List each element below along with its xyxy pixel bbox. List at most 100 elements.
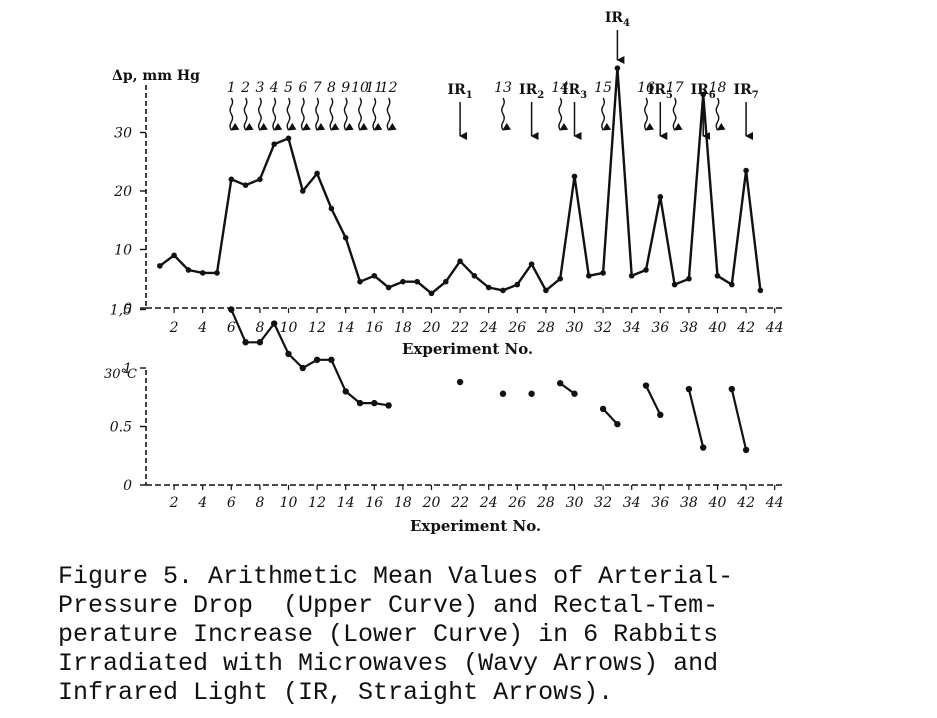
- microwave-arrow-label: 13: [494, 80, 512, 96]
- upper-x-tick-label: 2: [169, 320, 179, 336]
- lower-data-point: [313, 356, 321, 364]
- upper-data-point: [485, 284, 492, 291]
- microwave-arrow-label: 4: [269, 80, 279, 96]
- upper-data-point: [300, 188, 306, 194]
- lower-x-tick-label: 36: [651, 495, 669, 511]
- lower-data-point: [557, 380, 564, 387]
- infrared-arrow-label: IR7: [734, 82, 759, 101]
- microwave-arrow-label: 12: [380, 80, 398, 96]
- upper-data-point: [328, 205, 335, 212]
- upper-data-point: [543, 287, 549, 294]
- infrared-arrow-label: IR2: [519, 82, 544, 101]
- upper-data-point: [157, 263, 163, 269]
- microwave-arrow-label: 8: [327, 80, 336, 96]
- lower-y-tick-label: 0.5: [110, 420, 132, 436]
- lower-x-tick-label: 16: [365, 495, 383, 511]
- upper-y-tick-label: 20: [113, 184, 132, 200]
- lower-data-point: [242, 339, 249, 346]
- lower-data-point: [385, 402, 392, 409]
- lower-data-point: [528, 390, 535, 397]
- microwave-arrow: [257, 97, 268, 131]
- lower-series-segment: [687, 388, 705, 448]
- upper-data-point: [242, 182, 249, 188]
- microwave-arrow: [272, 97, 283, 131]
- upper-x-tick-label: 36: [651, 320, 669, 336]
- upper-data-point: [357, 278, 363, 285]
- microwave-arrow-label: 9: [341, 80, 350, 96]
- upper-data-point: [700, 91, 706, 98]
- upper-x-tick-label: 10: [280, 320, 298, 336]
- lower-series-segment: [730, 388, 748, 451]
- upper-data-point: [457, 258, 463, 265]
- lower-data-point: [599, 405, 607, 413]
- lower-x-tick-label: 20: [422, 495, 441, 511]
- upper-x-tick-label: 14: [337, 320, 355, 336]
- microwave-arrow: [672, 97, 683, 131]
- upper-data-point: [671, 281, 678, 288]
- lower-x-tick-label: 24: [479, 495, 498, 511]
- upper-y-label: Δp, mm Hg: [112, 68, 200, 84]
- upper-data-point: [657, 194, 664, 200]
- lower-data-point: [271, 320, 278, 327]
- microwave-arrow: [329, 97, 340, 131]
- upper-data-point: [428, 290, 435, 297]
- microwave-arrow-label: 15: [594, 80, 612, 96]
- microwave-arrow: [372, 97, 383, 131]
- upper-data-point: [314, 170, 320, 177]
- upper-x-tick-label: 26: [507, 320, 526, 336]
- upper-x-tick-label: 42: [736, 320, 755, 336]
- lower-x-tick-label: 26: [507, 495, 526, 511]
- microwave-arrow-label: 11: [365, 80, 383, 96]
- lower-x-tick-label: 4: [197, 495, 207, 511]
- upper-x-tick-label: 6: [227, 320, 236, 336]
- upper-data-point: [500, 287, 506, 294]
- lower-data-point: [499, 390, 507, 397]
- upper-x-ticks: 2 4 6 8 10 12 14 16 18 20 22 24 26 28 30 32 34 36 38 40 42 44: [169, 308, 784, 336]
- lower-x-tick-label: 12: [308, 495, 326, 511]
- lower-y-top-label: 30°C: [104, 367, 137, 382]
- upper-data-point: [528, 261, 535, 267]
- upper-data-point: [400, 278, 406, 285]
- upper-x-tick-label: 4: [197, 320, 207, 336]
- upper-data-point: [729, 281, 735, 288]
- microwave-arrow: [558, 97, 569, 131]
- lower-x-ticks: 2 4 6 8 10 12 14 16 18 20 22 24 26 28 30 32 34 36 38 40 42 44: [169, 485, 784, 511]
- microwave-arrow: [315, 97, 326, 131]
- infrared-arrow-label: IR1: [448, 82, 473, 101]
- lower-series: [228, 306, 750, 454]
- upper-x-tick-label: 38: [680, 320, 698, 336]
- microwave-arrow: [243, 97, 254, 131]
- microwave-arrow: [229, 97, 240, 131]
- microwave-arrow-label: 6: [298, 80, 307, 96]
- upper-y-ticks: 0 10 20 30: [113, 126, 146, 317]
- upper-data-point: [686, 275, 692, 282]
- upper-data-point: [371, 273, 378, 279]
- upper-x-tick-label: 16: [365, 320, 383, 336]
- lower-data-point: [256, 339, 264, 346]
- lower-data-point: [342, 388, 349, 395]
- upper-data-point: [443, 278, 449, 285]
- upper-data-point: [714, 273, 721, 279]
- upper-x-tick-label: 20: [422, 320, 441, 336]
- lower-data-point: [657, 411, 664, 418]
- lower-x-tick-label: 44: [765, 495, 784, 511]
- microwave-arrow: [358, 97, 369, 131]
- lower-x-tick-label: 34: [623, 495, 641, 511]
- microwave-arrow: [501, 97, 512, 131]
- lower-data-point: [285, 350, 292, 358]
- upper-data-point: [342, 235, 349, 241]
- upper-data-point: [199, 270, 206, 276]
- upper-series-points: [157, 65, 764, 297]
- upper-data-point: [214, 270, 220, 276]
- upper-x-tick-label: 12: [308, 320, 326, 336]
- upper-x-tick-label: 34: [623, 320, 641, 336]
- microwave-arrow: [386, 97, 397, 131]
- lower-x-tick-label: 8: [255, 495, 264, 511]
- lower-x-tick-label: 14: [337, 495, 355, 511]
- upper-x-tick-label: 40: [708, 320, 727, 336]
- upper-x-tick-label: 22: [450, 320, 469, 336]
- upper-x-tick-label: 32: [594, 320, 612, 336]
- upper-data-point: [757, 287, 764, 294]
